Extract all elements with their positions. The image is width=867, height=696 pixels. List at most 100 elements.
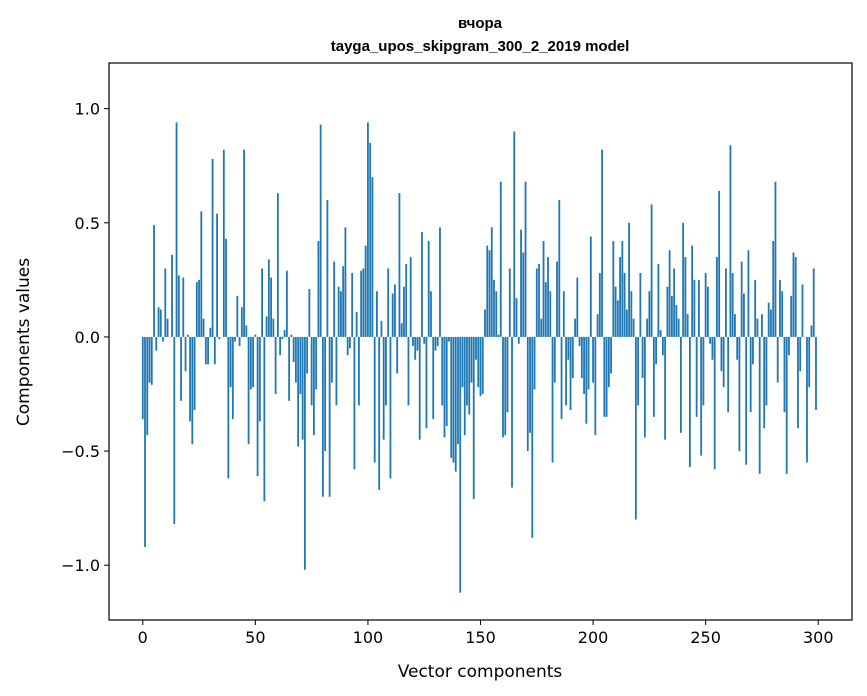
bar-component-121	[414, 336, 417, 360]
bar-component-150	[479, 336, 482, 397]
bar-component-85	[333, 261, 336, 337]
bar-component-123	[418, 336, 421, 440]
x-tick-label: 250	[690, 628, 721, 647]
bar-component-28	[204, 336, 207, 365]
bar-component-91	[346, 336, 349, 356]
bar-component-59	[274, 336, 277, 394]
bar-component-103	[373, 336, 376, 463]
bar-component-126	[425, 336, 428, 429]
plot-frame	[108, 62, 853, 621]
bar-component-127	[427, 241, 430, 337]
bar-component-281	[774, 181, 777, 337]
bar-component-291	[797, 336, 799, 429]
bar-component-296	[808, 336, 811, 388]
bar-component-67	[292, 336, 295, 363]
bar-component-60	[276, 193, 279, 337]
bar-component-251	[707, 286, 709, 337]
bar-component-113	[396, 336, 399, 374]
bar-component-206	[605, 336, 608, 417]
bar-component-207	[607, 336, 610, 388]
bar-component-42	[236, 295, 239, 337]
bar-component-100	[367, 122, 369, 337]
bar-component-226	[650, 204, 653, 337]
bar-component-34	[218, 336, 221, 340]
y-tick-label: −1.0	[61, 556, 100, 575]
bar-component-157	[495, 291, 498, 337]
bar-component-292	[799, 336, 802, 372]
x-tick-label: 100	[353, 628, 384, 647]
bar-component-58	[272, 318, 275, 337]
bar-component-196	[583, 336, 585, 394]
bar-component-156	[493, 279, 495, 337]
bar-component-222	[641, 336, 644, 379]
bar-component-242	[686, 314, 689, 337]
x-tick-label: 200	[578, 628, 609, 647]
x-tick-label: 300	[803, 628, 834, 647]
bar-component-257	[720, 336, 723, 372]
bar-component-138	[452, 336, 455, 463]
bar-component-25	[198, 279, 200, 337]
bar-component-203	[598, 273, 601, 337]
bar-component-36	[222, 149, 225, 337]
bar-component-265	[738, 336, 741, 452]
bar-component-97	[360, 270, 363, 337]
bar-component-211	[616, 300, 619, 337]
bar-component-84	[331, 336, 333, 383]
bar-component-139	[454, 336, 457, 472]
bar-component-47	[247, 336, 250, 445]
bar-component-72	[303, 336, 306, 570]
bar-component-239	[679, 336, 682, 433]
y-tick-label: 1.0	[75, 100, 100, 119]
bar-component-142	[461, 336, 464, 388]
bar-component-198	[587, 336, 590, 390]
bar-component-99	[364, 245, 367, 337]
bar-component-45	[243, 149, 245, 337]
bar-component-277	[765, 336, 768, 406]
bar-component-50	[254, 334, 257, 337]
bar-component-189	[567, 336, 570, 360]
bar-component-170	[524, 181, 527, 337]
bar-component-79	[319, 124, 322, 337]
bar-component-11	[166, 318, 169, 337]
bar-component-8	[159, 309, 162, 337]
bar-component-288	[790, 295, 793, 337]
bar-component-283	[779, 279, 781, 337]
bars-group	[141, 122, 817, 593]
bar-component-177	[540, 318, 543, 337]
bar-component-202	[596, 314, 599, 337]
bar-component-133	[441, 336, 444, 406]
bar-component-129	[432, 336, 435, 420]
bar-component-1	[144, 336, 146, 547]
bar-component-220	[637, 336, 640, 406]
bar-component-217	[630, 291, 633, 337]
bar-component-68	[294, 336, 297, 383]
bar-component-16	[177, 275, 180, 337]
bar-component-87	[337, 286, 340, 337]
bar-component-80	[321, 336, 324, 497]
y-axis-label: Components values	[14, 258, 34, 426]
bar-component-134	[443, 336, 446, 438]
bar-component-57	[270, 277, 273, 337]
bar-component-184	[556, 261, 558, 337]
bar-component-101	[369, 142, 372, 337]
bar-component-154	[488, 250, 491, 337]
bar-component-15	[175, 122, 178, 337]
bar-component-295	[806, 336, 808, 463]
bar-component-232	[664, 336, 667, 440]
bar-component-289	[792, 252, 795, 337]
bar-component-54	[263, 336, 266, 502]
bar-component-92	[349, 336, 351, 349]
bar-component-252	[709, 336, 712, 344]
bar-component-272	[754, 279, 757, 337]
y-tick-label: −0.5	[61, 442, 100, 461]
bar-component-119	[409, 257, 412, 337]
bar-component-284	[781, 291, 784, 337]
bar-component-73	[306, 336, 309, 374]
bar-component-131	[436, 336, 439, 347]
bar-component-201	[594, 336, 597, 436]
bar-component-221	[639, 273, 642, 337]
bar-component-96	[358, 336, 360, 406]
bar-component-94	[353, 336, 356, 470]
bar-component-145	[468, 336, 471, 415]
bar-component-2	[146, 336, 149, 436]
